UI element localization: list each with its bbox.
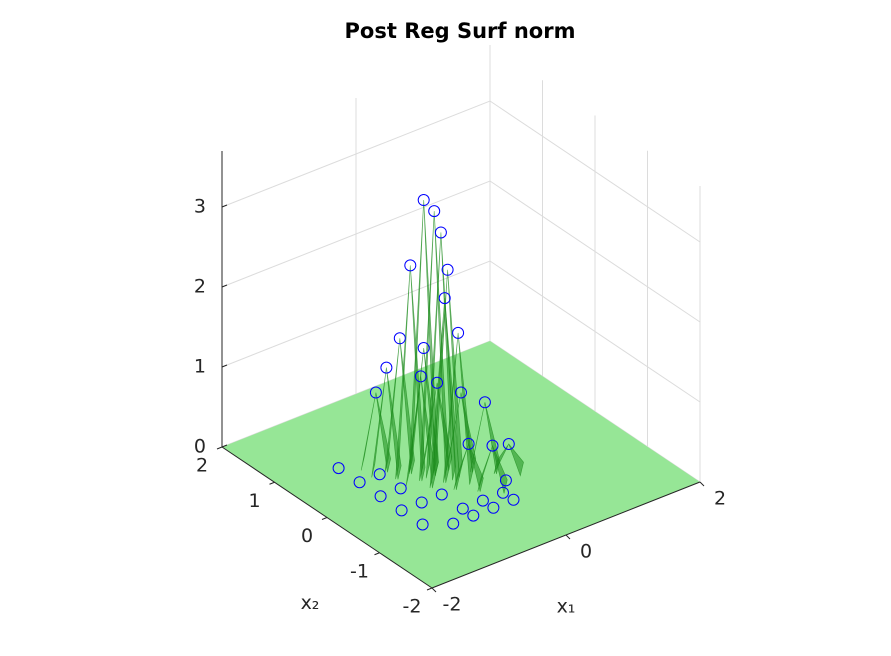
z-tick-label: 0	[194, 436, 206, 458]
data-point	[369, 386, 382, 399]
data-point	[467, 509, 480, 522]
z-tick-label: 3	[194, 196, 206, 218]
data-point	[507, 493, 520, 506]
data-point	[414, 370, 427, 383]
data-point	[415, 496, 428, 509]
data-point	[434, 226, 447, 239]
data-point	[380, 361, 393, 374]
y-tick-label: -2	[403, 596, 422, 618]
y-axis-label: x₂	[301, 592, 320, 614]
y-tick	[426, 587, 433, 591]
data-point	[499, 474, 512, 487]
data-point	[447, 517, 460, 530]
data-point	[487, 501, 500, 514]
y-tick-label: -1	[350, 560, 369, 582]
surface-patch	[422, 382, 453, 471]
grid-line	[221, 180, 701, 323]
x-tick	[565, 534, 571, 540]
data-point	[395, 504, 408, 517]
data-point	[431, 376, 444, 389]
data-point	[417, 342, 430, 355]
data-point	[438, 292, 451, 305]
y-tick-label: 2	[196, 455, 208, 477]
data-point	[332, 462, 345, 475]
x-tick-label: 0	[580, 541, 592, 563]
x-tick	[699, 481, 705, 487]
data-point	[428, 205, 441, 218]
z-tick-label: 1	[194, 356, 206, 378]
z-tick-label: 2	[194, 276, 206, 298]
data-point	[452, 326, 465, 339]
y-tick-label: 0	[301, 525, 313, 547]
data-point	[497, 486, 509, 499]
z-tick	[221, 284, 228, 288]
data-point	[502, 438, 515, 450]
surface-patch	[360, 392, 391, 473]
data-point	[486, 439, 499, 452]
chart-title: Post Reg Surf norm	[345, 19, 576, 43]
data-point	[441, 263, 454, 276]
x-tick-label: 2	[714, 488, 726, 510]
y-tick	[321, 517, 328, 520]
data-point	[476, 494, 489, 507]
data-point	[478, 396, 491, 409]
data-point	[435, 488, 448, 501]
data-point	[393, 332, 406, 345]
grid-line	[221, 260, 701, 403]
y-tick	[269, 481, 275, 485]
data-point	[404, 259, 417, 272]
data-point	[373, 468, 386, 481]
data-point	[374, 490, 387, 503]
y-tick	[374, 552, 380, 556]
data-point	[394, 482, 407, 495]
data-point	[462, 437, 475, 450]
z-tick	[221, 204, 228, 208]
surface-patch	[371, 367, 402, 480]
y-tick-label: 1	[248, 490, 260, 512]
z-tick	[221, 364, 228, 368]
x-axis-label: x₁	[557, 596, 576, 618]
data-point	[353, 476, 366, 489]
y-tick	[216, 446, 223, 450]
data-point	[455, 386, 467, 399]
grid-line	[221, 100, 701, 243]
z-tick	[221, 444, 228, 448]
data-point	[416, 518, 429, 531]
data-point	[456, 502, 469, 515]
data-point	[417, 194, 430, 207]
x-tick-label: -2	[443, 594, 462, 616]
x-tick	[431, 587, 437, 593]
